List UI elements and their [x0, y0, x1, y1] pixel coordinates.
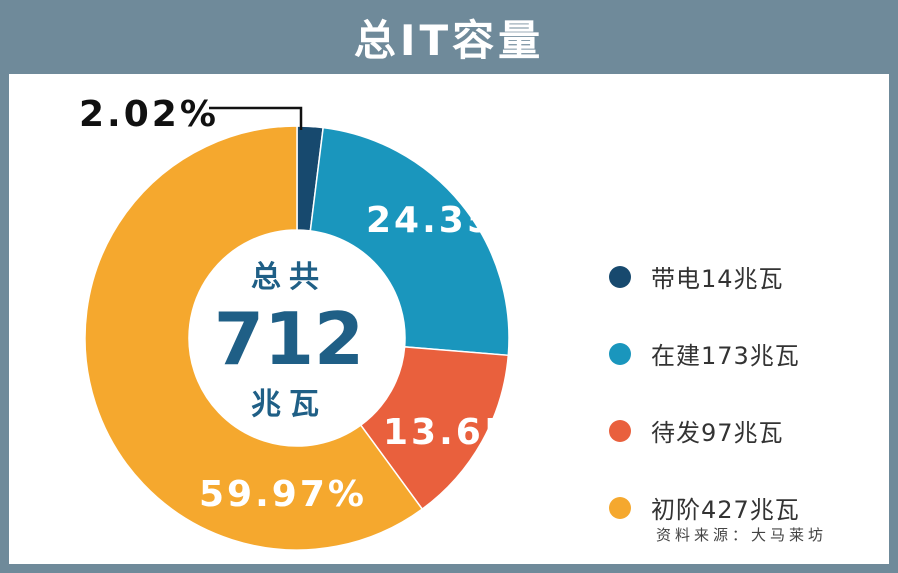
chart-panel: 2.02% 24.35% 13.65% 59.97% 总共 712 兆瓦 带电1…: [9, 74, 889, 564]
legend-item-1: 在建173兆瓦: [609, 315, 800, 392]
legend-dot-icon: [609, 419, 631, 442]
source-note: 资料来源：大马莱坊: [656, 526, 828, 544]
legend-label: 在建173兆瓦: [651, 342, 800, 370]
center-value: 712: [214, 297, 364, 381]
legend-item-0: 带电14兆瓦: [609, 238, 800, 315]
center-unit: 兆瓦: [251, 387, 327, 422]
slice-label-2pct: 2.02%: [79, 94, 219, 135]
legend-item-3: 初阶427兆瓦: [609, 469, 800, 546]
slice-label-59pct: 59.97%: [199, 474, 367, 515]
legend-item-2: 待发97兆瓦: [609, 392, 800, 469]
legend-dot-icon: [609, 496, 631, 519]
legend: 带电14兆瓦 在建173兆瓦 待发97兆瓦 初阶427兆瓦: [609, 238, 800, 546]
legend-label: 初阶427兆瓦: [651, 496, 800, 524]
donut-slice-3: [84, 125, 424, 551]
small-slice-leader-line: [209, 106, 303, 130]
center-label-total: 总共: [251, 260, 327, 295]
donut-slice-1: [309, 126, 510, 357]
donut-chart: 2.02% 24.35% 13.65% 59.97% 总共 712 兆瓦: [79, 94, 551, 551]
title-bar: 总IT容量: [0, 0, 898, 74]
legend-label: 待发97兆瓦: [651, 419, 784, 447]
slice-label-13pct: 13.65%: [383, 412, 551, 453]
legend-dot-icon: [609, 342, 631, 365]
slice-label-24pct: 24.35%: [366, 200, 534, 241]
legend-label: 带电14兆瓦: [651, 265, 784, 293]
chart-title: 总IT容量: [353, 15, 545, 65]
legend-dot-icon: [609, 265, 631, 288]
